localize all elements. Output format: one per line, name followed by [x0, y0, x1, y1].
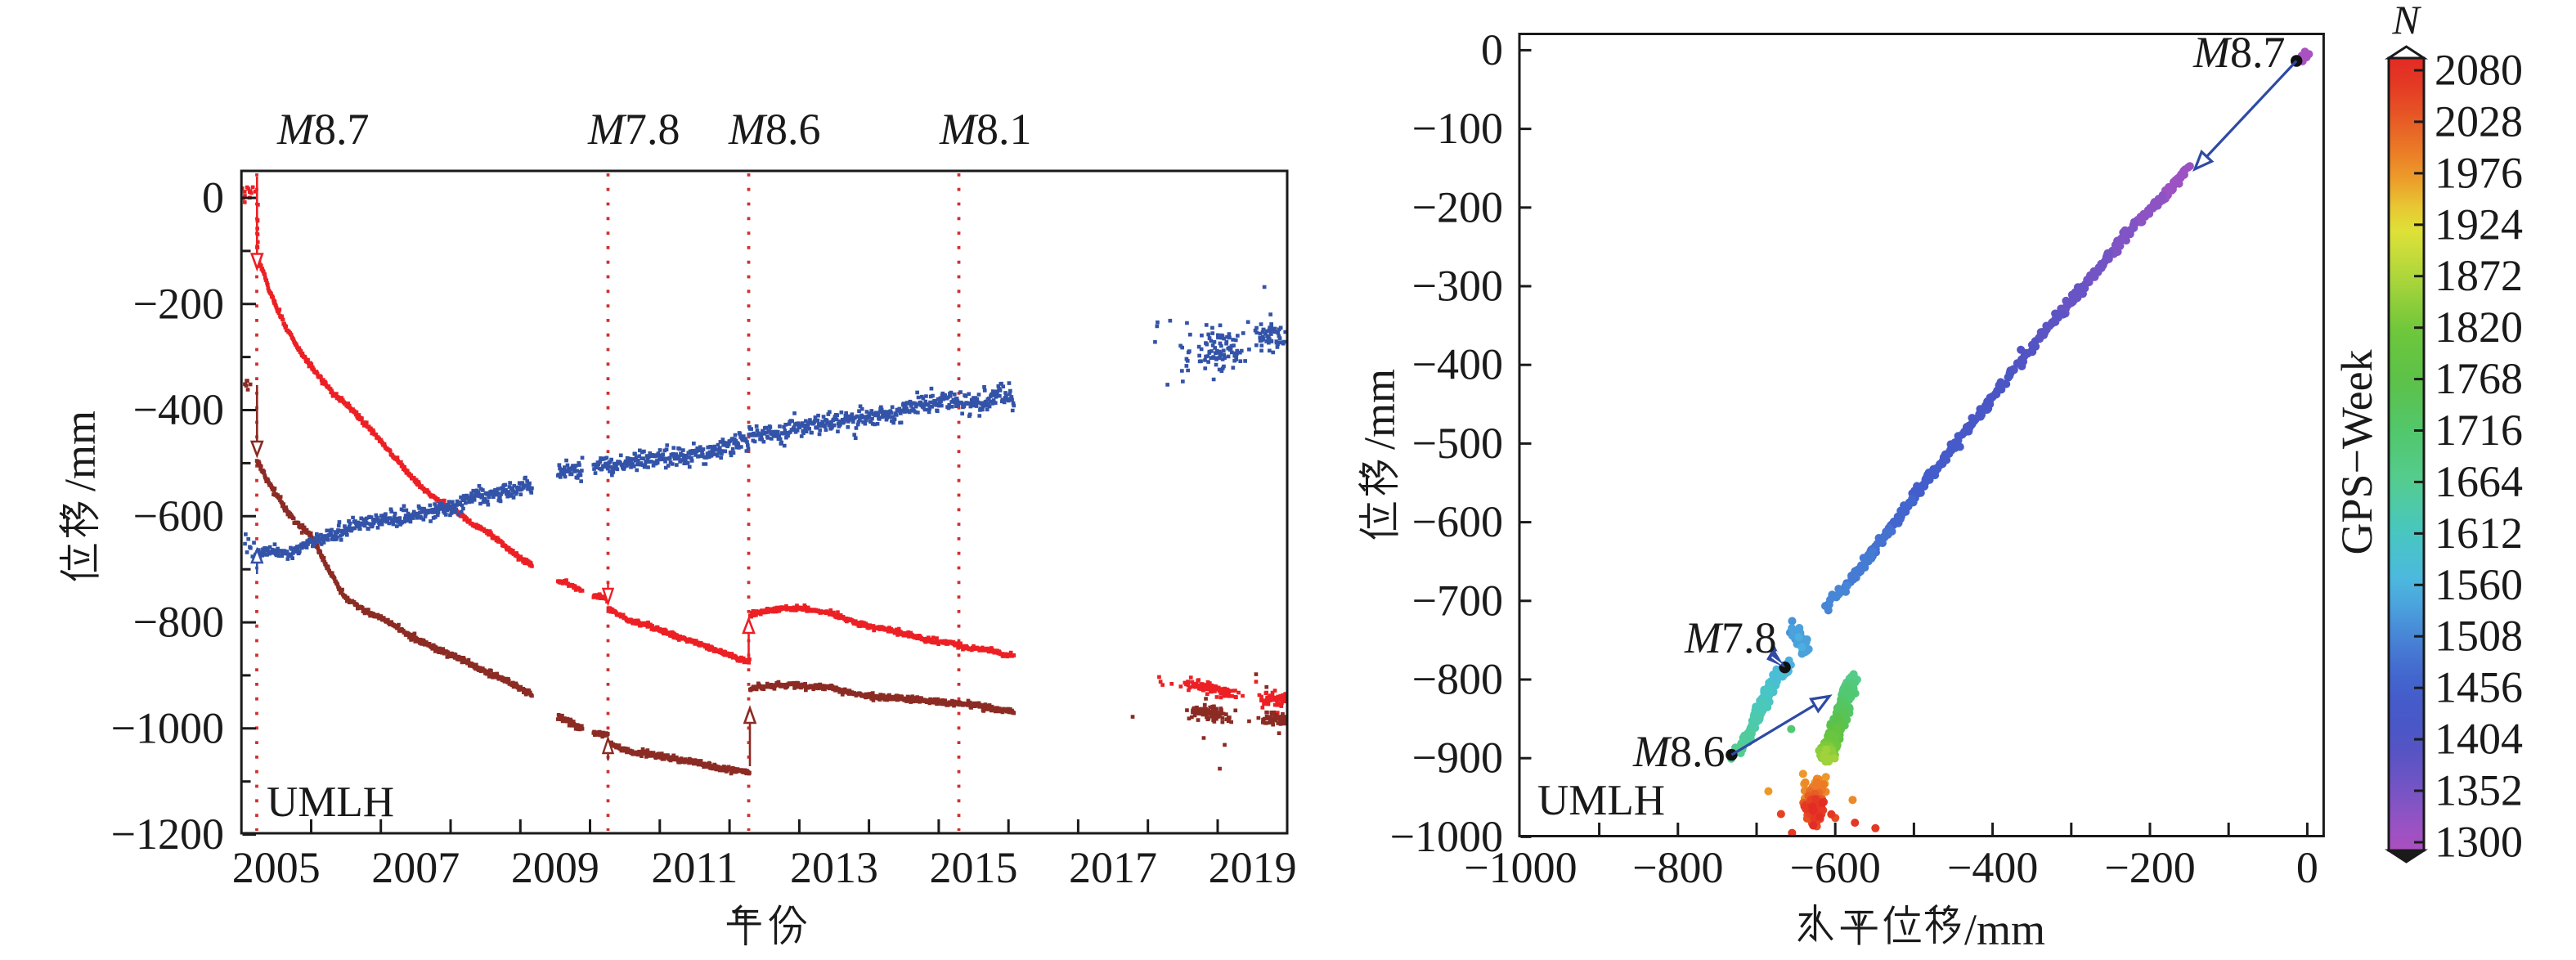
- svg-text:/mm: /mm: [56, 410, 105, 491]
- svg-text:M8.7: M8.7: [2192, 28, 2285, 77]
- svg-text:2080: 2080: [2435, 46, 2523, 95]
- svg-text:M7.8: M7.8: [1684, 613, 1776, 662]
- svg-text:−600: −600: [1789, 843, 1880, 892]
- svg-text:2019: 2019: [1209, 843, 1297, 892]
- svg-text:1664: 1664: [2435, 457, 2523, 506]
- svg-text:1976: 1976: [2435, 148, 2523, 197]
- svg-text:2013: 2013: [790, 843, 878, 892]
- svg-text:1924: 1924: [2435, 200, 2523, 249]
- svg-text:−200: −200: [1412, 182, 1503, 231]
- svg-text:−1000: −1000: [1390, 812, 1503, 861]
- svg-text:1716: 1716: [2435, 406, 2523, 455]
- svg-text:0: 0: [1481, 25, 1503, 74]
- svg-text:0: 0: [202, 173, 224, 222]
- svg-text:1872: 1872: [2435, 251, 2523, 300]
- svg-text:−300: −300: [1412, 262, 1503, 311]
- svg-text:/mm: /mm: [1355, 369, 1404, 450]
- svg-text:2005: 2005: [232, 843, 321, 892]
- svg-text:0: 0: [2296, 843, 2318, 892]
- svg-text:−200: −200: [2104, 843, 2195, 892]
- svg-text:−800: −800: [133, 598, 224, 647]
- svg-text:1300: 1300: [2435, 818, 2523, 867]
- svg-text:−500: −500: [1412, 419, 1503, 468]
- svg-text:−100: −100: [1412, 104, 1503, 153]
- svg-text:M8.7: M8.7: [276, 105, 369, 154]
- svg-text:M7.8: M7.8: [587, 105, 680, 154]
- svg-text:UMLH: UMLH: [267, 778, 394, 826]
- svg-text:2011: 2011: [651, 843, 738, 892]
- svg-text:UMLH: UMLH: [1537, 777, 1665, 824]
- svg-text:1456: 1456: [2435, 663, 2523, 712]
- svg-text:1560: 1560: [2435, 560, 2523, 609]
- svg-text:−1000: −1000: [111, 703, 224, 752]
- svg-text:1612: 1612: [2435, 509, 2523, 558]
- svg-text:N: N: [2391, 0, 2421, 43]
- svg-text:−700: −700: [1412, 576, 1503, 625]
- svg-text:GPS−Week: GPS−Week: [2332, 349, 2381, 554]
- svg-text:−1000: −1000: [1464, 843, 1577, 892]
- svg-text:−600: −600: [133, 491, 224, 541]
- svg-text:1768: 1768: [2435, 354, 2523, 403]
- svg-text:2015: 2015: [930, 843, 1018, 892]
- svg-text:1352: 1352: [2435, 766, 2523, 815]
- svg-text:−200: −200: [133, 279, 224, 328]
- svg-text:−400: −400: [1412, 340, 1503, 389]
- svg-text:2017: 2017: [1069, 843, 1157, 892]
- svg-text:−1200: −1200: [111, 810, 224, 859]
- svg-text:1820: 1820: [2435, 303, 2523, 352]
- svg-text:1404: 1404: [2435, 715, 2523, 764]
- svg-text:−400: −400: [133, 385, 224, 434]
- svg-text:2009: 2009: [511, 843, 599, 892]
- svg-text:−400: −400: [1947, 843, 2038, 892]
- svg-text:−600: −600: [1412, 497, 1503, 546]
- svg-text:1508: 1508: [2435, 612, 2523, 661]
- svg-text:M8.6: M8.6: [728, 105, 820, 154]
- svg-text:−900: −900: [1412, 733, 1503, 783]
- svg-text:M8.6: M8.6: [1632, 727, 1725, 776]
- svg-text:M8.1: M8.1: [939, 105, 1031, 154]
- svg-text:2007: 2007: [371, 843, 460, 892]
- svg-text:2028: 2028: [2435, 96, 2523, 146]
- svg-text:−800: −800: [1632, 843, 1723, 892]
- svg-text:−800: −800: [1412, 655, 1503, 704]
- svg-text:/mm: /mm: [1964, 905, 2045, 954]
